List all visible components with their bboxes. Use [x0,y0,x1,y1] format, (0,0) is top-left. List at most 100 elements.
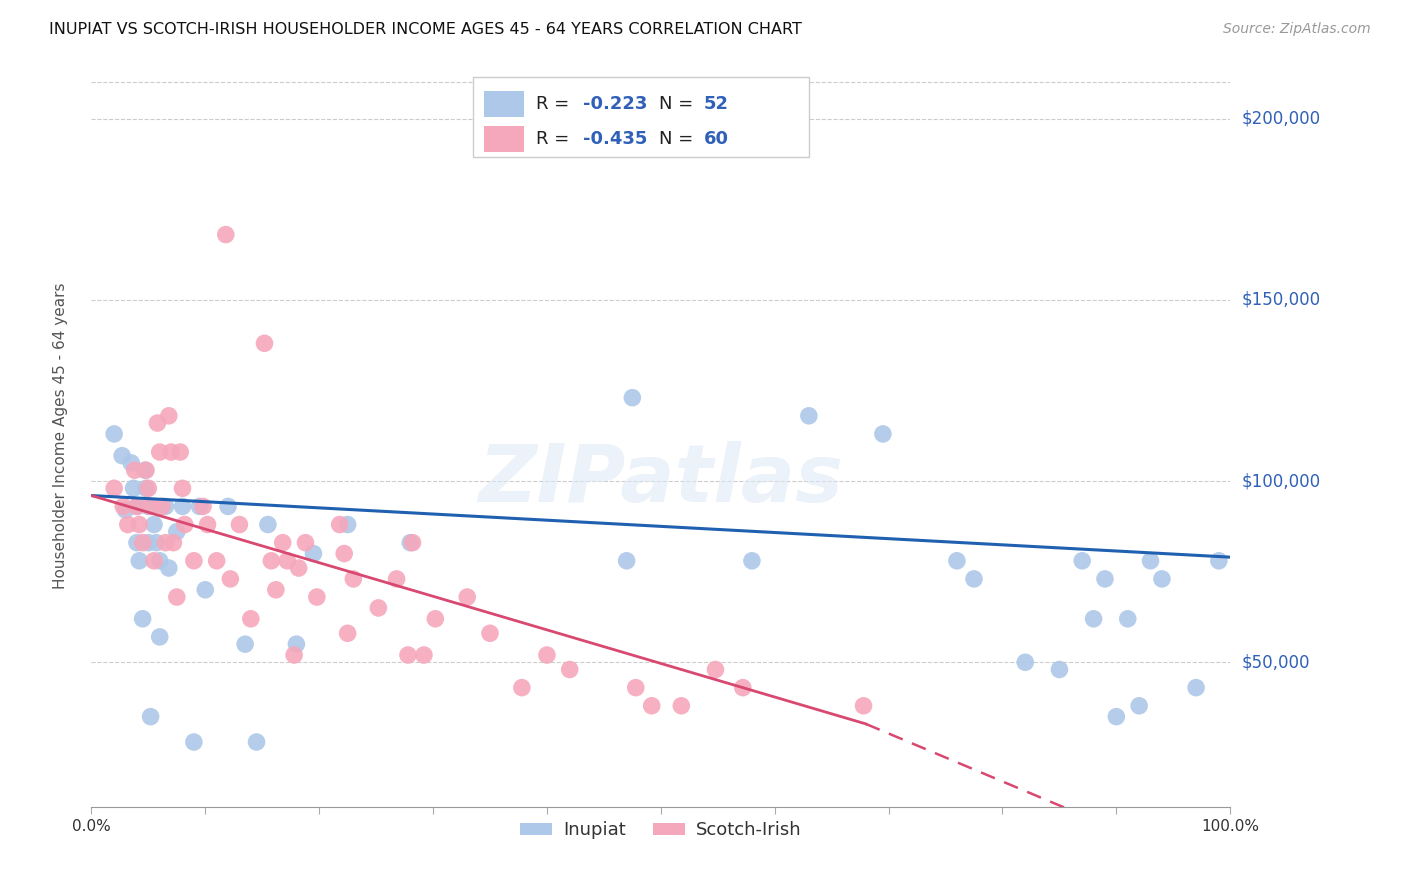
Legend: Inupiat, Scotch-Irish: Inupiat, Scotch-Irish [513,814,808,847]
Point [1116,612,1139,626]
Point [139,500,162,514]
Point [228,517,250,532]
Text: $100,000: $100,000 [1241,472,1320,490]
Point [253,336,276,351]
Point [149,630,172,644]
Point [1014,655,1036,669]
Point [1047,663,1071,677]
Point [336,517,359,532]
Point [103,481,125,495]
Point [169,445,191,459]
Point [215,227,238,242]
Text: INUPIAT VS SCOTCH-IRISH HOUSEHOLDER INCOME AGES 45 - 64 YEARS CORRELATION CHART: INUPIAT VS SCOTCH-IRISH HOUSEHOLDER INCO… [49,22,801,37]
Point [125,535,148,549]
Point [173,517,195,532]
Point [134,463,156,477]
Point [963,572,986,586]
Point [122,481,145,495]
Point [333,547,356,561]
Point [149,554,172,568]
Bar [484,91,524,118]
Point [160,445,183,459]
Point [671,698,693,713]
Point [1150,572,1173,586]
Point [852,698,875,713]
Point [120,456,142,470]
Point [305,590,328,604]
Point [283,648,305,662]
Point [150,500,173,514]
Y-axis label: Householder Income Ages 45 - 64 years: Householder Income Ages 45 - 64 years [53,283,67,589]
Point [166,590,188,604]
Text: R =: R = [536,129,575,147]
Text: Source: ZipAtlas.com: Source: ZipAtlas.com [1223,22,1371,37]
Point [138,535,160,549]
Point [143,517,166,532]
Point [114,503,136,517]
Point [205,554,228,568]
Point [401,535,423,549]
Point [135,463,157,477]
Text: N =: N = [658,129,699,147]
Text: R =: R = [536,95,575,113]
Point [157,561,180,575]
Point [302,547,325,561]
Point [1139,554,1161,568]
Point [741,554,763,568]
Point [125,500,148,514]
Point [385,572,408,586]
Point [155,535,177,549]
Point [946,554,969,568]
Point [172,481,194,495]
Point [285,637,308,651]
Point [139,709,162,723]
Point [257,517,280,532]
Point [131,535,153,549]
Point [260,554,283,568]
Text: $50,000: $50,000 [1241,653,1310,672]
Point [1071,554,1094,568]
Point [172,500,194,514]
Point [131,612,153,626]
Point [616,554,638,568]
Point [329,517,352,532]
Point [112,500,135,514]
Point [103,426,125,441]
Point [413,648,436,662]
Point [1208,554,1230,568]
Point [399,535,422,549]
Point [478,626,501,640]
Point [191,500,214,514]
Point [138,481,160,495]
Point [1083,612,1105,626]
Point [138,500,160,514]
Point [276,554,298,568]
Point [155,500,177,514]
Point [271,535,294,549]
Point [731,681,754,695]
Point [510,681,533,695]
Point [128,517,150,532]
Point [287,561,309,575]
Text: $200,000: $200,000 [1241,110,1320,128]
Point [1094,572,1116,586]
Point [624,681,647,695]
Point [111,449,134,463]
Point [264,582,287,597]
Text: 52: 52 [704,95,730,113]
Point [536,648,558,662]
Point [117,517,139,532]
Point [124,463,146,477]
Text: -0.223: -0.223 [583,95,648,113]
Point [641,698,664,713]
Point [558,663,581,677]
Point [162,535,184,549]
Point [128,554,150,568]
Point [239,612,262,626]
Point [1128,698,1150,713]
Point [233,637,256,651]
Bar [472,77,808,157]
Point [621,391,644,405]
Point [219,572,242,586]
Point [797,409,820,423]
